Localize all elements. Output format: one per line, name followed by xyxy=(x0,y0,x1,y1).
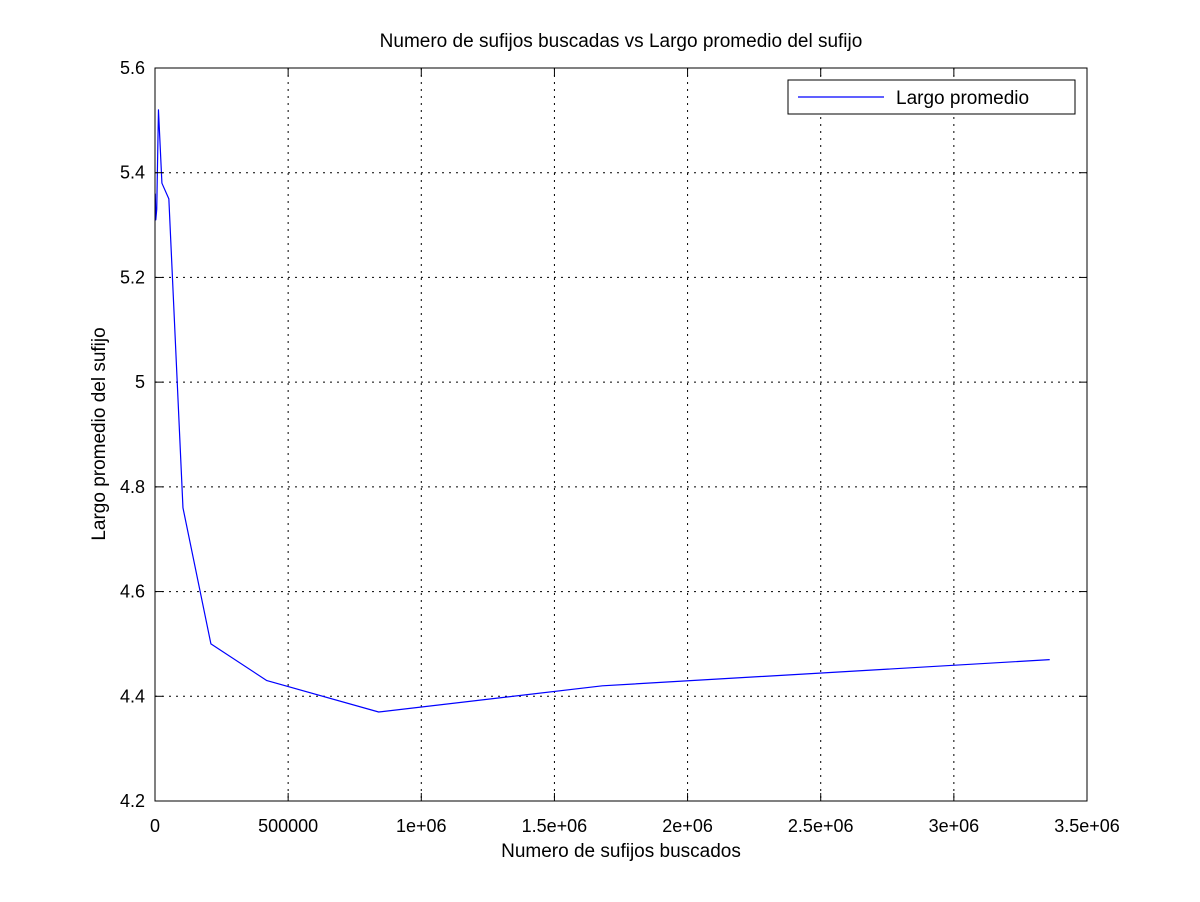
y-tick-label: 5.4 xyxy=(120,163,145,183)
y-tick-label: 5 xyxy=(135,372,145,392)
x-axis-label: Numero de sufijos buscados xyxy=(501,841,741,862)
legend: Largo promedio xyxy=(787,79,1076,115)
x-tick-label: 2.5e+06 xyxy=(788,816,854,836)
y-tick-label: 5.2 xyxy=(120,267,145,287)
y-tick-labels: 4.2 4.4 4.6 4.8 5 5.2 5.4 5.6 xyxy=(120,58,145,811)
y-tick-label: 4.6 xyxy=(120,582,145,602)
x-tick-label: 0 xyxy=(150,816,160,836)
series-layer xyxy=(154,109,1050,713)
series-line-largo-promedio xyxy=(154,109,1050,713)
x-tick-label: 500000 xyxy=(258,816,318,836)
x-tick-label: 3.5e+06 xyxy=(1054,816,1120,836)
y-tick-label: 4.4 xyxy=(120,686,145,706)
y-tick-label: 5.6 xyxy=(120,58,145,78)
y-tick-label: 4.8 xyxy=(120,477,145,497)
chart-title: Numero de sufijos buscadas vs Largo prom… xyxy=(380,31,863,52)
x-tick-label: 1.5e+06 xyxy=(522,816,588,836)
plot-frame xyxy=(154,67,1088,802)
x-tick-label: 2e+06 xyxy=(662,816,713,836)
x-tick-labels: 0 500000 1e+06 1.5e+06 2e+06 2.5e+06 3e+06 3.5e… xyxy=(150,816,1120,836)
y-axis-label: Largo promedio del sufijo xyxy=(89,327,110,540)
axis-ticks xyxy=(154,67,1088,802)
y-tick-label: 4.2 xyxy=(120,791,145,811)
grid-lines xyxy=(155,68,1087,801)
x-tick-label: 1e+06 xyxy=(396,816,447,836)
x-tick-label: 3e+06 xyxy=(929,816,980,836)
legend-label-largo-promedio: Largo promedio xyxy=(896,88,1029,109)
